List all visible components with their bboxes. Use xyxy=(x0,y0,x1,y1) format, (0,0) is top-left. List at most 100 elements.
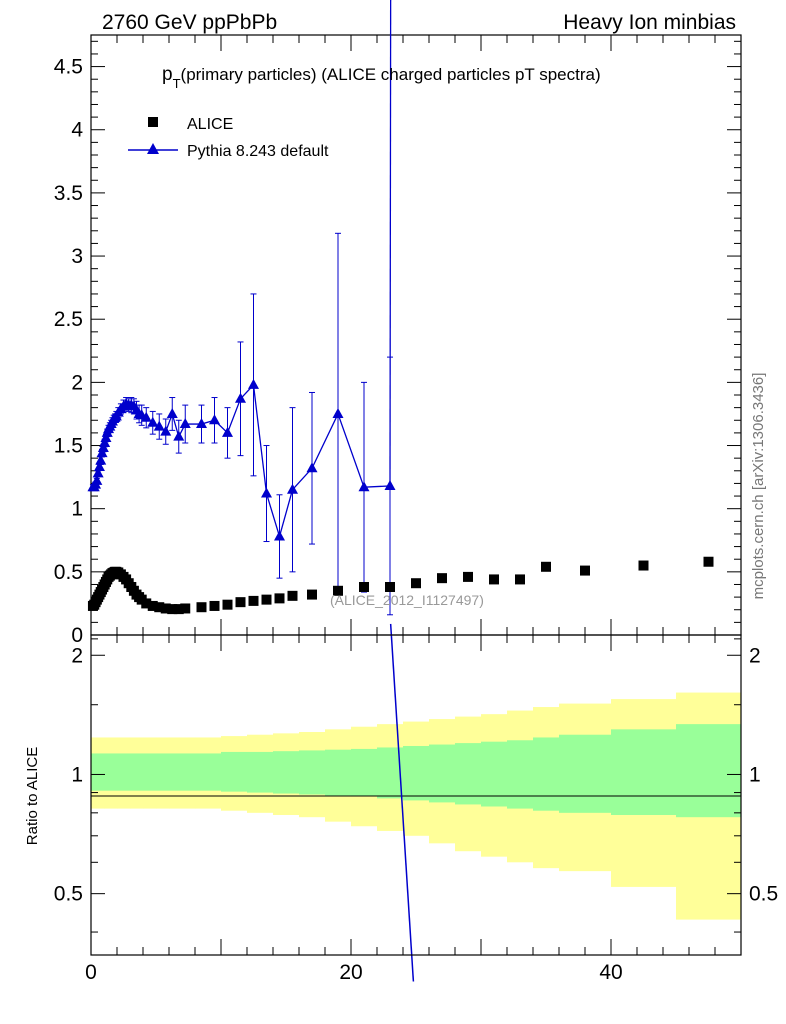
y-tick-label: 2 xyxy=(71,371,83,394)
ratio-band-inner xyxy=(130,753,144,791)
ratio-tick-label: 0.5 xyxy=(54,883,83,906)
reference-label: (ALICE_2012_I1127497) xyxy=(330,592,484,608)
alice-point xyxy=(274,593,285,604)
alice-point xyxy=(196,602,207,613)
alice-point xyxy=(437,573,447,584)
alice-point xyxy=(411,578,421,589)
pythia-point xyxy=(384,479,396,490)
ratio-y-axis: 0.5 0.5 1 1 2 2 xyxy=(54,638,778,933)
title-subscript: T xyxy=(173,76,181,91)
alice-point xyxy=(463,571,473,582)
alice-point xyxy=(173,604,184,615)
side-label: mcplots.cern.ch [arXiv:1306.3436] xyxy=(750,373,767,600)
pythia-point xyxy=(196,418,207,429)
ratio-pythia-line xyxy=(389,623,415,982)
y-tick-label: 0.5 xyxy=(54,561,83,584)
main-data-layer xyxy=(87,0,714,616)
ratio-band-inner xyxy=(156,753,170,791)
ratio-band-inner xyxy=(403,745,430,801)
header-right: Heavy Ion minbias xyxy=(563,11,736,34)
y-tick-label: 3 xyxy=(71,245,83,268)
x-tick-label: 0 xyxy=(85,961,97,984)
alice-point xyxy=(489,574,499,585)
plot-title: pT(primary particles) (ALICE charged par… xyxy=(162,64,601,91)
alice-point xyxy=(703,556,714,567)
legend-marker-pythia xyxy=(147,143,159,154)
y-tick-label: 3.5 xyxy=(54,182,83,205)
legend-label-alice: ALICE xyxy=(187,116,233,133)
y-tick-label: 4.5 xyxy=(54,56,83,79)
pythia-point xyxy=(235,392,246,403)
ratio-uncertainty-bands xyxy=(91,692,742,920)
ratio-band-inner xyxy=(429,744,456,803)
alice-point xyxy=(154,602,165,613)
alice-point xyxy=(141,598,152,609)
pythia-point xyxy=(173,430,185,441)
pythia-point xyxy=(166,407,178,418)
alice-point xyxy=(147,600,158,611)
pythia-point xyxy=(179,418,191,429)
alice-point xyxy=(638,560,649,571)
pythia-point xyxy=(287,483,298,494)
ratio-y-axis-label: Ratio to ALICE xyxy=(24,747,41,845)
ratio-band-inner xyxy=(351,748,378,797)
pythia-point xyxy=(248,378,259,389)
y-tick-label: 1.5 xyxy=(54,435,83,458)
alice-point xyxy=(580,565,590,576)
ratio-band-inner xyxy=(299,750,326,795)
ratio-band-inner xyxy=(91,753,105,791)
pythia-point xyxy=(153,420,165,431)
pythia-point xyxy=(95,454,107,465)
pythia-point xyxy=(91,474,103,485)
ratio-band-inner xyxy=(507,740,534,809)
ratio-band-inner xyxy=(104,753,118,791)
ratio-band-inner xyxy=(169,753,196,791)
alice-point xyxy=(209,600,220,611)
legend-marker-alice xyxy=(148,117,158,127)
alice-point xyxy=(307,589,317,600)
alice-point xyxy=(359,582,369,592)
ratio-tick-label-right: 2 xyxy=(749,644,761,667)
ratio-tick-label: 1 xyxy=(71,763,83,786)
ratio-band-inner xyxy=(676,724,742,818)
alice-point xyxy=(160,603,171,614)
y-tick-label: 0 xyxy=(71,624,83,647)
ratio-band-inner xyxy=(247,751,274,793)
y-tick-label: 2.5 xyxy=(54,308,83,331)
ratio-band-inner xyxy=(221,751,248,792)
pythia-point xyxy=(147,416,159,427)
x-tick-label: 20 xyxy=(339,961,362,984)
ratio-tick-label-right: 0.5 xyxy=(749,883,778,906)
pythia-point xyxy=(306,462,318,473)
pythia-point xyxy=(160,425,172,436)
ratio-band-inner xyxy=(195,753,222,791)
alice-point xyxy=(261,594,272,605)
alice-point xyxy=(515,574,525,585)
ratio-tick-label-right: 1 xyxy=(749,763,761,786)
y-tick-label: 1 xyxy=(71,498,83,521)
title-text: (primary particles) (ALICE charged parti… xyxy=(181,65,601,84)
pythia-point xyxy=(332,407,344,418)
x-tick-label: 40 xyxy=(599,961,622,984)
pythia-point xyxy=(222,426,233,437)
alice-point xyxy=(333,585,343,596)
ratio-tick-label: 2 xyxy=(71,644,83,667)
ratio-band-inner xyxy=(611,729,677,815)
alice-point xyxy=(248,595,259,606)
x-axis: 0 20 40 xyxy=(85,35,742,984)
ratio-band-inner xyxy=(273,751,300,794)
alice-point xyxy=(167,604,178,615)
ratio-plot-frame xyxy=(90,634,742,956)
ratio-band-inner xyxy=(455,743,482,805)
pythia-point xyxy=(358,481,370,492)
ratio-band-inner xyxy=(559,734,612,813)
ratio-band-inner xyxy=(143,753,157,791)
y-tick-label: 4 xyxy=(71,119,83,142)
alice-point xyxy=(385,582,395,592)
pythia-point xyxy=(140,411,152,422)
alice-point xyxy=(287,590,298,601)
pythia-point xyxy=(92,467,104,478)
legend: ALICE Pythia 8.243 default xyxy=(128,116,329,160)
header-left: 2760 GeV ppPbPb xyxy=(102,11,277,34)
